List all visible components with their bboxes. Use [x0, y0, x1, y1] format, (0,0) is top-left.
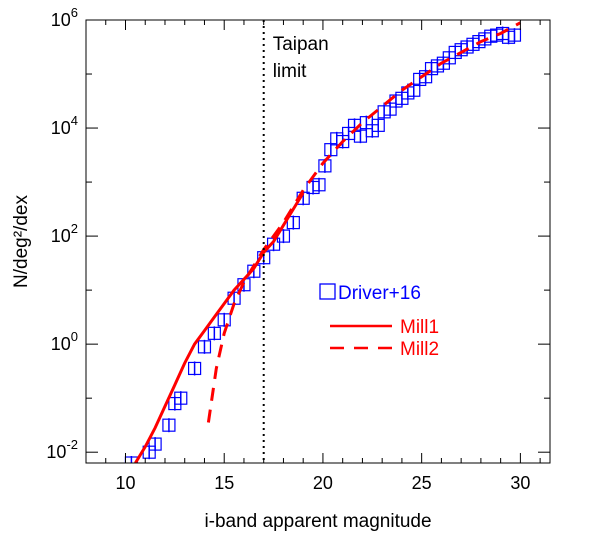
x-tick-label: 20	[313, 473, 333, 493]
legend-label-mill1: Mill1	[400, 317, 439, 338]
x-tick-label: 15	[214, 473, 234, 493]
axes	[85, 19, 551, 464]
x-axis-title: i-band apparent magnitude	[204, 511, 431, 532]
taipan-annotation: Taipan limit	[262, 20, 329, 463]
driver-point	[197, 340, 212, 354]
y-tick-label: 10-2	[46, 437, 78, 462]
driver-point	[124, 456, 139, 463]
driver-point	[207, 326, 221, 340]
driver-point	[286, 215, 300, 230]
driver-point	[371, 118, 385, 132]
legend-marker-driver	[319, 283, 336, 300]
driver-point	[507, 28, 522, 42]
mill2-line	[206, 21, 522, 423]
driver-point	[174, 391, 188, 405]
y-tick-label: 102	[51, 221, 78, 246]
driver-point	[148, 437, 162, 451]
clipped-series	[124, 21, 522, 463]
driver-point	[312, 178, 326, 192]
y-tick-label: 100	[51, 329, 78, 354]
legend: Driver+16 Mill1 Mill2	[319, 283, 439, 360]
x-tick-label: 30	[510, 473, 530, 493]
x-tick-label: 10	[115, 473, 135, 493]
data-series	[124, 21, 522, 463]
tick-labels: 10 15 20 25 30 10-2 100 102 104 106	[46, 5, 530, 493]
annotation-line-2: limit	[273, 61, 307, 82]
driver-point	[217, 313, 231, 327]
mill1-line	[134, 192, 305, 463]
y-axis-title: N/deg²/dex	[11, 195, 32, 288]
driver-point	[162, 418, 176, 432]
annotation-line-1: Taipan	[273, 34, 329, 55]
y-tick-label: 106	[51, 5, 78, 30]
driver-point	[187, 361, 202, 376]
y-tick-label: 104	[51, 113, 78, 138]
legend-label-mill2: Mill2	[400, 339, 439, 360]
legend-label-driver: Driver+16	[338, 283, 421, 304]
plot-frame	[85, 19, 551, 464]
x-tick-label: 25	[412, 473, 432, 493]
